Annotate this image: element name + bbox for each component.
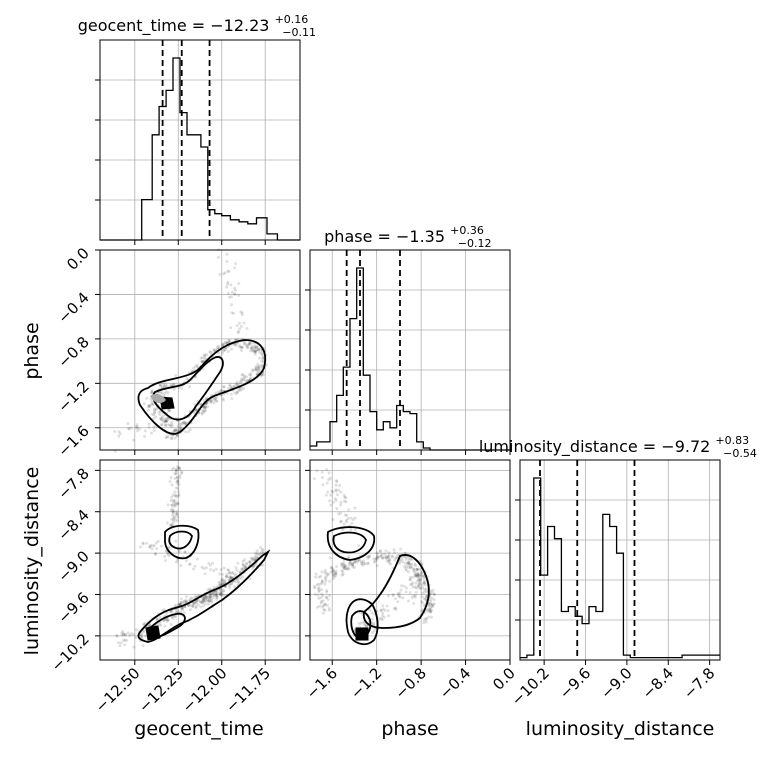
x-tick-label-luminosity_distance-1: −9.6 [556,664,594,702]
x-tick-label-phase-2: −0.8 [391,664,429,702]
contour-fill-phase-geocent-time [150,393,166,404]
contour-layer [137,339,430,646]
y-tick-label-phase-1: −1.2 [54,377,92,415]
contour-inner-upper-lumdist-geocent-time [168,530,193,550]
panel-frame-geocent_time-geocent_time [99,39,301,241]
scatter-lumdist-geocent-time [115,465,271,649]
title-phase-plus: +0.36 [450,224,484,237]
title-geocent-time-minus: −0.11 [282,26,316,39]
title-geocent-time: geocent_time = −12.23 +0.16 [78,13,309,36]
histogram-phase [310,267,510,451]
contour-core-lumdist-phase [355,627,369,641]
title-luminosity-distance-minus-wrap: −0.54 [723,447,757,460]
y-tick-label-luminosity_distance-3: −8.4 [54,506,92,544]
y-tick-label-phase-3: −0.4 [54,289,92,327]
x-tick-label-phase-1: −1.2 [347,664,385,702]
panel-frame-luminosity_distance-phase [309,459,511,661]
histogram-layer [100,40,720,660]
title-geocent-time-minus-wrap: −0.11 [282,26,316,39]
panel-frame-luminosity_distance-geocent_time [99,459,301,661]
title-luminosity-distance-main: luminosity_distance = −9.72 [479,437,710,457]
x-tick-label-geocent_time-2: −12.00 [179,664,231,716]
y-tick-label-luminosity_distance-0: −10.2 [48,630,93,675]
contour-inner-upper-lumdist-phase [332,531,367,554]
x-axis-label-phase: phase [381,718,438,740]
histogram-geocent_time [100,57,300,241]
panel-frame-phase-geocent_time [99,249,301,451]
contour-outer-phase-geocent-time [137,339,267,435]
contour-outer-upper-lumdist-geocent-time [164,524,200,560]
x-axis-label-luminosity-distance: luminosity_distance [526,718,715,740]
x-tick-label-geocent_time-0: −12.50 [92,664,144,716]
y-tick-label-phase-2: −0.8 [54,333,92,371]
grid-layer [100,40,720,660]
title-phase-minus-wrap: −0.12 [458,237,492,250]
contour-outer-upper-lumdist-phase [326,526,376,561]
frame-layer [99,39,721,661]
x-tick-label-luminosity_distance-2: −9.0 [597,664,635,702]
y-tick-label-luminosity_distance-2: −9.0 [54,547,92,585]
title-phase: phase = −1.35 +0.36 [324,224,484,246]
title-geocent-time-plus: +0.16 [275,13,309,26]
x-axis-label-geocent-time: geocent_time [134,718,263,740]
x-tick-label-phase-3: −0.4 [436,664,474,702]
y-tick-label-phase-0: −1.6 [54,422,92,460]
title-phase-main: phase = −1.35 [324,227,445,246]
histogram-luminosity_distance [520,477,720,659]
contour-outer-arc-lumdist-phase [362,554,430,629]
x-tick-label-geocent_time-1: −12.25 [135,664,187,716]
x-tick-label-luminosity_distance-3: −8.4 [639,664,677,702]
y-tick-label-luminosity_distance-4: −7.8 [54,464,92,502]
y-axis-label-phase: phase [21,322,43,379]
x-tick-label-luminosity_distance-4: −7.8 [680,664,718,702]
y-tick-label-luminosity_distance-1: −9.6 [54,589,92,627]
scatter-layer [113,248,436,649]
title-phase-minus: −0.12 [458,237,492,250]
title-luminosity-distance: luminosity_distance = −9.72 +0.83 [479,434,749,457]
x-tick-label-luminosity_distance-0: −10.2 [508,664,553,709]
title-luminosity-distance-minus: −0.54 [723,447,757,460]
contour-core-lumdist-geocent-time [145,625,161,641]
y-axis-label-luminosity-distance: luminosity_distance [21,467,43,656]
x-tick-label-phase-0: −1.6 [303,664,341,702]
contour-outer-lumdist-phase [345,598,379,646]
panel-frame-phase-phase [309,249,511,451]
x-tick-label-geocent_time-3: −11.75 [222,664,274,716]
contour-outer-lumdist-geocent-time [137,549,271,643]
contour-inner-lumdist-geocent-time [147,612,186,639]
y-tick-label-phase-4: 0.0 [63,244,93,274]
panel-frame-luminosity_distance-luminosity_distance [519,459,721,661]
title-luminosity-distance-plus: +0.83 [715,434,749,447]
scatter-lumdist-phase [312,468,436,642]
title-geocent-time-main: geocent_time = −12.23 [78,16,270,36]
contour-inner-phase-geocent-time [152,356,224,421]
